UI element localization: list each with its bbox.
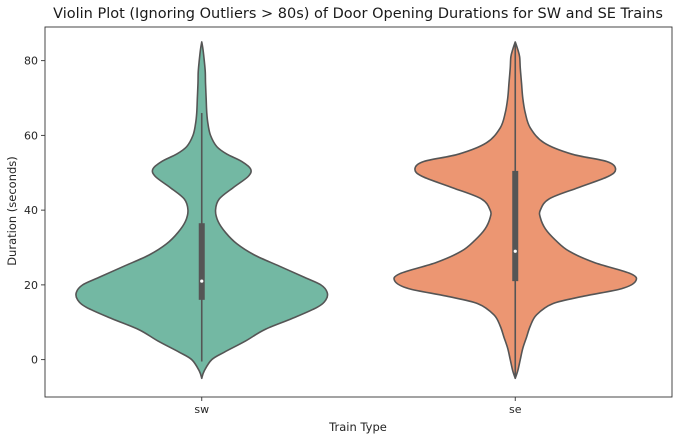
plot-frame bbox=[44, 26, 673, 398]
x-tick-label-se: se bbox=[509, 403, 522, 416]
y-axis-label: Duration (seconds) bbox=[5, 156, 19, 266]
y-tick-label: 20 bbox=[24, 279, 38, 292]
y-tick-label: 60 bbox=[24, 129, 38, 142]
x-tick-label-sw: sw bbox=[194, 403, 209, 416]
chart-title: Violin Plot (Ignoring Outliers > 80s) of… bbox=[53, 6, 663, 22]
y-tick-label: 0 bbox=[31, 354, 38, 367]
iqr-box-sw bbox=[198, 223, 205, 300]
y-tick-label: 40 bbox=[24, 204, 38, 217]
median-marker-sw bbox=[200, 279, 204, 283]
x-axis: sw se bbox=[194, 397, 522, 416]
y-axis: 0 20 40 60 80 bbox=[24, 55, 45, 367]
iqr-box-se bbox=[512, 170, 519, 282]
y-tick-label: 80 bbox=[24, 55, 38, 68]
violin-sw bbox=[75, 41, 329, 380]
x-axis-label: Train Type bbox=[328, 420, 387, 434]
violin-se bbox=[393, 41, 638, 380]
median-marker-se bbox=[513, 249, 517, 253]
violins-group bbox=[75, 41, 638, 380]
